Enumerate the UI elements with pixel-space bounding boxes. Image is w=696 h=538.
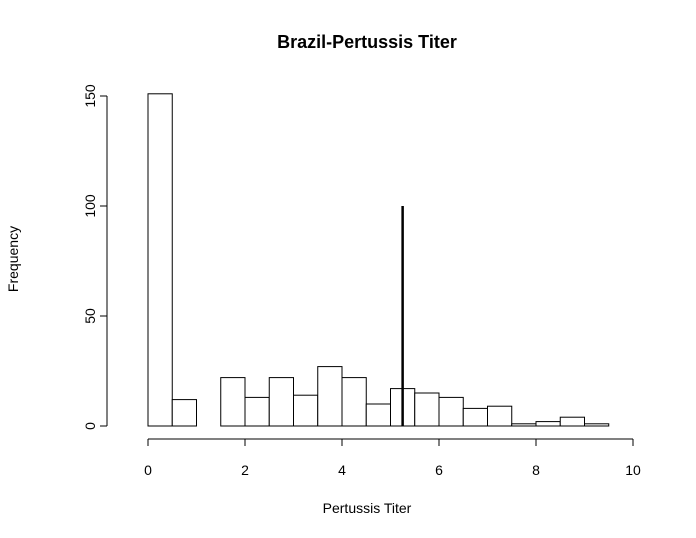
- histogram-bar: [244, 396, 270, 427]
- x-axis-label: Pertussis Titer: [323, 500, 412, 516]
- y-axis-label: Frequency: [5, 226, 21, 292]
- histogram-bars: [147, 93, 610, 427]
- x-tick-label: 6: [435, 462, 443, 478]
- x-axis: 0 2 4 6 8 10: [144, 438, 641, 478]
- histogram-bar: [268, 377, 294, 427]
- y-tick-label: 50: [82, 308, 98, 324]
- histogram-bar: [220, 377, 246, 427]
- y-tick-label: 0: [82, 422, 98, 430]
- histogram-bar: [584, 423, 610, 427]
- histogram-bar: [559, 416, 585, 427]
- histogram-bar: [293, 394, 319, 427]
- y-tick-label: 100: [82, 194, 98, 218]
- histogram-bar: [438, 396, 464, 427]
- histogram-bar: [341, 377, 367, 427]
- histogram-bar: [487, 405, 513, 427]
- histogram-bar: [535, 421, 561, 427]
- x-tick-label: 4: [338, 462, 346, 478]
- x-tick-label: 8: [532, 462, 540, 478]
- x-tick-label: 10: [625, 462, 641, 478]
- histogram-bar: [147, 93, 173, 427]
- histogram-bar: [317, 366, 343, 427]
- histogram-bar: [171, 399, 197, 427]
- histogram-bar: [462, 407, 488, 427]
- histogram-bar: [511, 423, 537, 427]
- histogram-bar: [365, 403, 391, 427]
- x-tick-label: 0: [144, 462, 152, 478]
- histogram-bar: [414, 392, 440, 427]
- x-tick-label: 2: [241, 462, 249, 478]
- y-axis: 0 50 100 150: [82, 84, 108, 430]
- y-tick-label: 150: [82, 84, 98, 108]
- chart-title: Brazil-Pertussis Titer: [277, 32, 457, 52]
